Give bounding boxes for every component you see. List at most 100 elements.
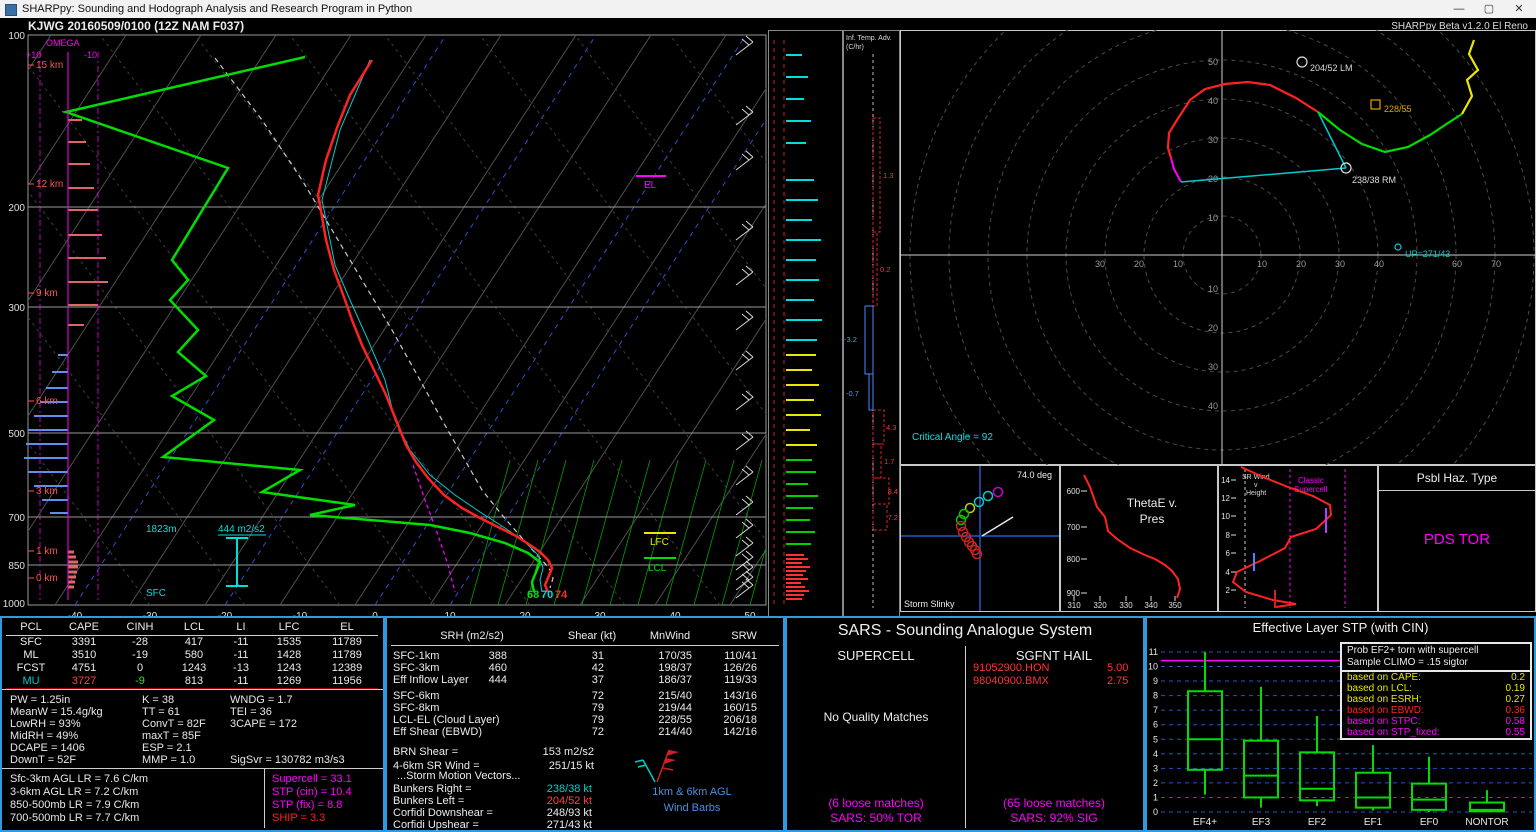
kin-row-value: 143/16 — [723, 690, 757, 702]
sr-wind-height-panel[interactable]: SR Wind v Height Classic Supercell 14121… — [1218, 465, 1378, 612]
thetae-y-label: 600 — [1067, 487, 1081, 496]
thetae-x-label: 320 — [1093, 601, 1107, 610]
parcel-value: -28 — [112, 636, 168, 649]
mean-wind-marker[interactable] — [1371, 100, 1380, 109]
brn-row: BRN Shear =153 m2/s2 — [387, 746, 783, 758]
stp-distribution-panel: Effective Layer STP (with CIN) 012345678… — [1145, 616, 1536, 832]
lapse-rate-value: Sfc-3km AGL LR = 7.6 C/km — [10, 773, 148, 786]
temp-adv-value: -0.7 — [846, 389, 859, 398]
wind-barb-tick — [742, 39, 749, 45]
minimize-button[interactable]: — — [1444, 0, 1474, 18]
isotherm-line — [0, 35, 351, 605]
stp-legend-value: 0.2 — [1511, 672, 1525, 683]
parcel-name: SFC — [6, 636, 56, 649]
thetae-y-label: 700 — [1067, 523, 1081, 532]
stp-legend-label: based on STPC: — [1347, 716, 1420, 727]
temp-advection-panel[interactable]: Inf. Temp. Adv. (C/hr) 1.30.2-3.2-0.74.3… — [843, 30, 900, 628]
sars-sig-matches: (65 loose matches) — [1003, 796, 1105, 810]
parcel-row-fcst[interactable]: FCST475101243-13124312389 — [6, 662, 378, 675]
isotherm-line — [505, 35, 768, 605]
stp-legend-value: 0.19 — [1506, 683, 1525, 694]
hodo-axis-label: 50 — [1208, 57, 1218, 67]
lfc-label: LFC — [650, 537, 669, 548]
parcel-value: -19 — [112, 649, 168, 662]
storm-slinky-panel[interactable]: 74.0 deg Storm Slinky — [900, 465, 1060, 612]
thetae-pressure-panel[interactable]: ThetaE v. Pres 6007008009003103203303403… — [1060, 465, 1218, 612]
storm-motion-label: Corfidi Upshear = — [393, 819, 479, 831]
kin-row-value: 110/41 — [724, 650, 757, 662]
wind-barb-tick — [742, 499, 749, 505]
srwind-label-3: Height — [1246, 490, 1266, 497]
parcel-value: 12389 — [316, 662, 378, 675]
stp-y-label: 4 — [1153, 749, 1158, 759]
wind-barb-tick — [742, 469, 749, 475]
pressure-label: 300 — [8, 303, 25, 314]
temp-adv-box — [873, 410, 884, 444]
hodograph-panel[interactable]: 102030405010203040102030406070102030 204… — [900, 30, 1536, 465]
storm-motion-barb-glyph — [627, 744, 687, 786]
srwind-y-label: 10 — [1221, 512, 1230, 521]
hodo-trace-0-3km — [1168, 82, 1318, 158]
stp-legend-value: 0.58 — [1506, 716, 1525, 727]
storm-motion-line-2 — [1318, 112, 1346, 168]
maximize-button[interactable]: ▢ — [1474, 0, 1504, 18]
parcel-row-sfc[interactable]: SFC3391-28417-11153511789 — [6, 636, 378, 649]
wind-barb — [736, 112, 753, 125]
thermo-param — [230, 742, 345, 754]
thermo-param: ESP = 2.1 — [142, 742, 206, 754]
sars-title: SARS - Sounding Analogue System — [787, 622, 1143, 640]
close-button[interactable]: ✕ — [1504, 0, 1534, 18]
stp-legend-label: based on EBWD: — [1347, 705, 1424, 716]
height-label: 15 km — [36, 60, 63, 71]
hodo-axis-label: 10 — [1173, 259, 1183, 269]
wind-barb-tick — [742, 224, 749, 230]
parcel-value: 1535 — [262, 636, 316, 649]
parcel-value: 417 — [168, 636, 220, 649]
left-mover-marker[interactable] — [1297, 57, 1307, 67]
kin-row-value: 119/33 — [724, 674, 757, 686]
legend-line-1: Prob EF2+ torn with supercell — [1347, 645, 1525, 657]
parcel-row-mu[interactable]: MU3727-9813-11126911956 — [6, 675, 378, 689]
right-mover-label: 238/38 RM — [1352, 175, 1396, 185]
stp-legend-row: based on ESRH:0.27 — [1342, 694, 1530, 705]
omega-title: OMEGA — [46, 38, 80, 48]
stp-title: Effective Layer STP (with CIN) — [1147, 620, 1534, 635]
kin-row-value: 37 — [592, 674, 604, 686]
kin-row-value: 79 — [592, 714, 604, 726]
thermo-param: DownT = 52F — [10, 754, 103, 766]
temp-adv-value: 8.4 — [888, 487, 898, 496]
app-icon — [5, 4, 17, 16]
stp-y-label: 9 — [1153, 676, 1158, 686]
parcel-col-header: CINH — [112, 621, 168, 633]
skewt-plot[interactable]: OMEGA +10 -10 100200300500700850100015 k… — [0, 30, 768, 628]
possible-hazard-panel[interactable]: Psbl Haz. Type PDS TOR — [1378, 465, 1536, 612]
dry-adiabat-line — [0, 35, 340, 605]
sars-match-name[interactable]: 98040900.BMX — [973, 675, 1049, 687]
dry-adiabat-line — [575, 35, 768, 605]
parcel-name: ML — [6, 649, 56, 662]
kin-row-value: 142/16 — [723, 726, 757, 738]
stp-probability-legend: Prob EF2+ torn with supercell Sample CLI… — [1340, 642, 1532, 740]
temp-adv-value: 7.2 — [888, 513, 898, 522]
stp-category-label: EF4+ — [1193, 817, 1217, 828]
slinky-circle — [984, 492, 993, 501]
wind-barb-tick — [742, 434, 749, 440]
wind-barb — [736, 272, 753, 285]
wind-barb-tick — [746, 221, 753, 227]
wind-barb — [736, 525, 753, 538]
parcel-row-ml[interactable]: ML3510-19580-11142811789 — [6, 649, 378, 662]
kin-row-value: 72 — [592, 690, 604, 702]
thetae-title-2: Pres — [1140, 512, 1165, 526]
wind-barb-tick — [742, 554, 749, 560]
height-label: 12 km — [36, 179, 63, 190]
moist-adiabat-line — [750, 460, 768, 605]
stp-y-label: 3 — [1153, 763, 1158, 773]
window-title: SHARPpy: Sounding and Hodograph Analysis… — [22, 0, 412, 18]
stp-category-label: EF2 — [1308, 817, 1327, 828]
sars-match-name[interactable]: 91052900.HON — [973, 662, 1049, 674]
wind-barb-tick — [742, 109, 749, 115]
sars-tor-matches: (6 loose matches) — [828, 796, 923, 810]
kin-row-value: 219/44 — [658, 702, 692, 714]
isotherm-line — [580, 35, 768, 605]
wind-speed-profile-strip[interactable] — [768, 30, 843, 628]
